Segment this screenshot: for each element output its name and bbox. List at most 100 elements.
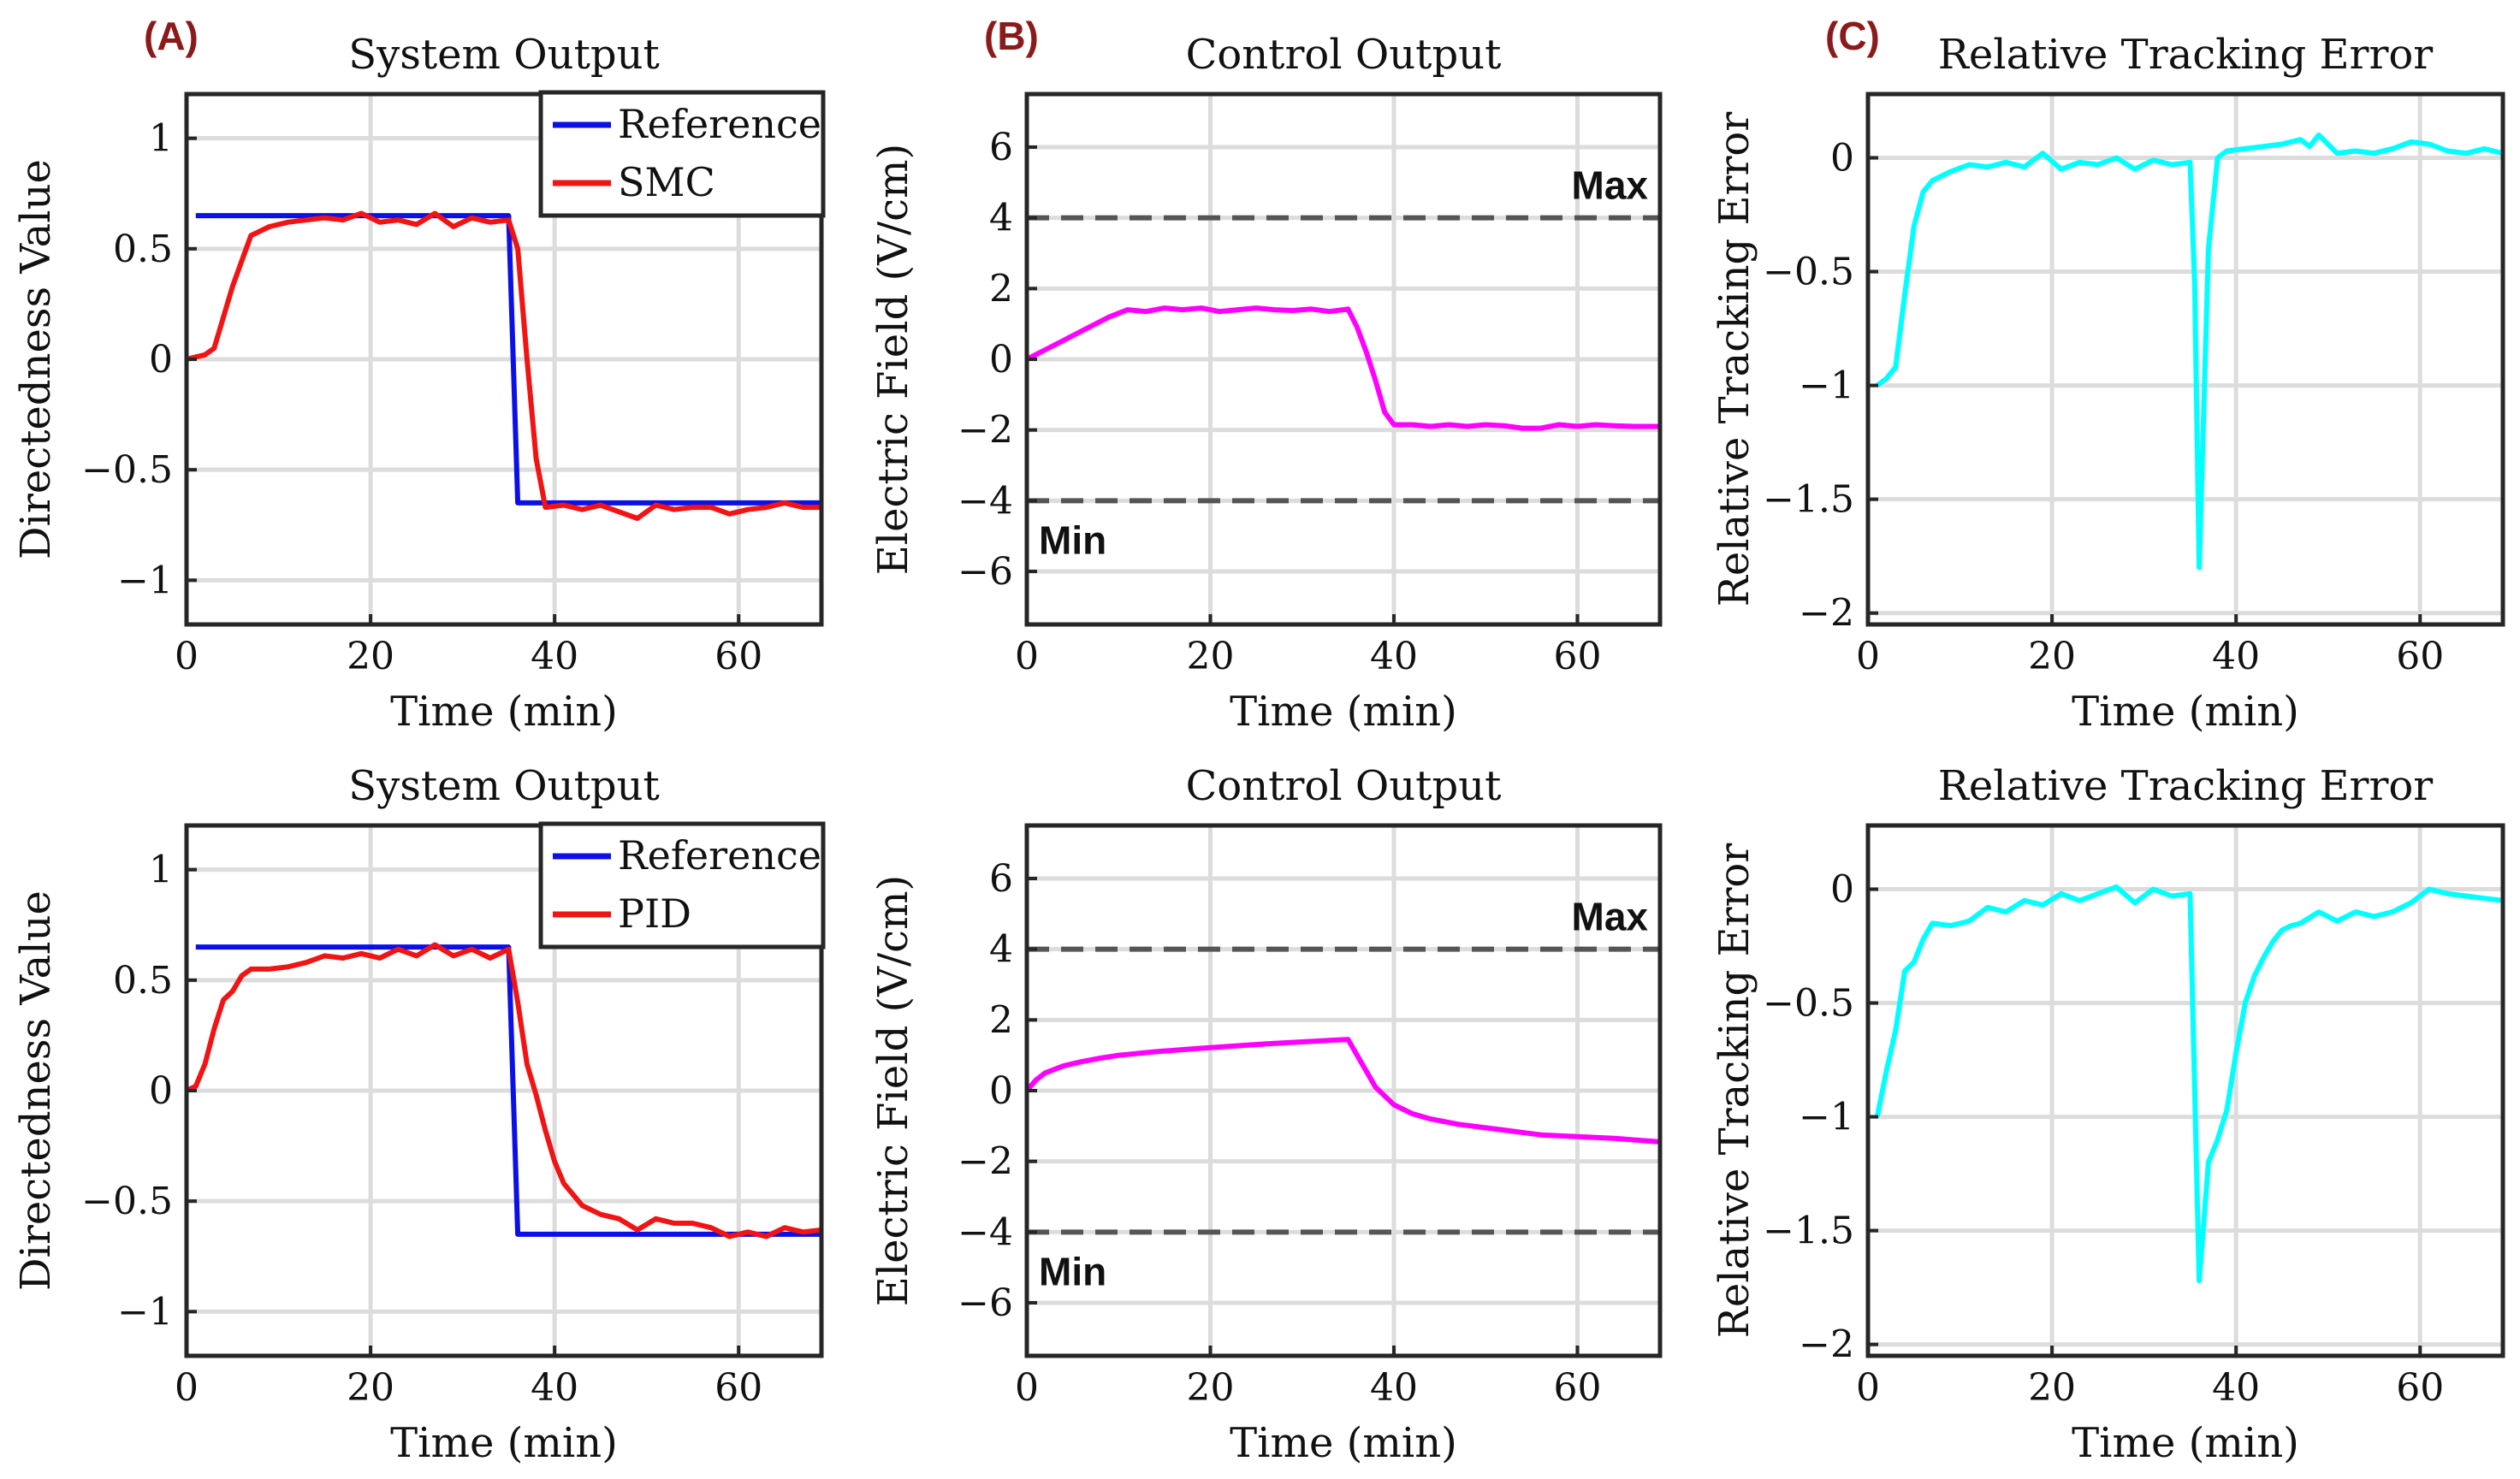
x-tick-label: 40 [531,1366,578,1410]
plot-area [1868,94,2503,624]
panel-label: (C) [1825,14,1880,58]
max-label: Max [1572,895,1649,939]
x-tick-label: 0 [175,1366,199,1410]
y-tick-label: 2 [989,267,1013,311]
x-tick-label: 60 [1553,1366,1601,1410]
x-tick-label: 20 [2028,1366,2076,1410]
chart-title: Relative Tracking Error [1938,31,2434,79]
series-line-pid [187,942,821,1239]
y-tick-label: 0 [989,1069,1013,1113]
y-tick-label: −0.5 [81,1180,173,1223]
y-tick-label: −0.5 [1763,982,1854,1026]
x-tick-label: 20 [347,635,394,678]
legend: Reference SMC [538,90,826,218]
y-tick-label: 0.5 [113,228,173,271]
x-tick-label: 60 [714,635,762,678]
y-tick-label: 6 [989,857,1013,901]
y-tick-label: 6 [989,126,1013,169]
min-label: Min [1039,1249,1106,1293]
y-tick-label: −6 [958,550,1013,594]
y-tick-label: −1.5 [1763,478,1854,522]
y-tick-label: 0 [149,1069,173,1113]
chart-title: System Output [348,31,660,79]
chart-C-bottom: 0 20 40 60 0 −0.5 −1 −1.5 −2 Relative Tracking Er… [1711,762,2505,1467]
x-axis-label: Time (min) [390,1419,618,1467]
x-axis-label: Time (min) [1230,688,1457,736]
y-tick-label: −1.5 [1763,1210,1854,1253]
y-tick-label: −4 [958,1210,1013,1254]
y-axis-label: Directedness Value [12,890,60,1291]
x-tick-label: 0 [1015,635,1039,678]
max-label: Max [1572,163,1649,208]
x-tick-label: 40 [1370,1366,1418,1410]
y-tick-label: 2 [989,998,1013,1042]
chart-title: Control Output [1186,31,1502,79]
y-axis-label: Electric Field (V/cm) [869,144,917,576]
legend-entry: SMC [618,159,715,205]
y-tick-label: −2 [1799,1323,1854,1367]
x-tick-label: 20 [1186,1366,1234,1410]
series-line-control [1027,1037,1660,1145]
chart-A-bottom: 0 20 40 60 1 0.5 0 −0.5 −1 System Output Time (min… [12,762,826,1467]
y-tick-label: 1 [149,849,173,892]
min-label: Min [1039,518,1106,562]
y-tick-label: −6 [958,1281,1013,1325]
legend-box [538,90,826,218]
y-tick-label: −1 [117,559,173,602]
axes-frame [1865,823,2505,1358]
y-tick-label: −4 [958,479,1013,523]
y-tick-label: −0.5 [81,448,173,492]
y-tick-label: 4 [989,928,1013,972]
y-tick-label: 0 [1830,137,1854,180]
x-tick-label: 20 [1186,635,1234,678]
chart-title: Control Output [1186,762,1502,810]
x-tick-label: 0 [175,635,199,678]
y-tick-label: 0.5 [113,959,173,1003]
y-tick-label: 1 [149,117,173,161]
chart-A-top: 0 20 40 60 1 0.5 0 −0.5 −1 System Output (A) Time (… [12,14,826,736]
x-tick-label: 60 [2396,1366,2444,1410]
legend-entry: PID [618,890,691,937]
x-axis-label: Time (min) [390,688,618,736]
chart-title: Relative Tracking Error [1938,762,2434,810]
chart-C-top: 0 20 40 60 0 −0.5 −1 −1.5 −2 Relative Tracking Er… [1711,14,2505,736]
plot-area [1868,825,2503,1356]
x-tick-label: 0 [1856,635,1880,678]
y-axis-label: Directedness Value [12,159,60,559]
x-tick-label: 40 [2212,635,2260,678]
x-tick-label: 60 [2396,635,2444,678]
axes-frame [1865,92,2505,627]
series-line-error [1876,132,2503,571]
x-axis-label: Time (min) [1230,1419,1457,1467]
x-tick-label: 40 [2212,1366,2260,1410]
x-tick-label: 20 [2028,635,2076,678]
y-tick-label: −2 [958,1140,1013,1184]
y-tick-label: 4 [989,197,1013,240]
y-tick-label: 0 [149,338,173,382]
x-tick-label: 60 [714,1366,762,1410]
y-axis-label: Relative Tracking Error [1711,112,1758,607]
x-tick-label: 20 [347,1366,394,1410]
y-tick-label: 0 [1830,868,1854,912]
series-line-control [1027,305,1660,431]
y-axis-label: Electric Field (V/cm) [869,875,917,1307]
series-line-error [1874,884,2503,1284]
panel-label: (A) [144,14,199,58]
x-tick-label: 40 [1370,635,1418,678]
y-tick-label: −0.5 [1763,251,1854,294]
x-tick-label: 0 [1015,1366,1039,1410]
x-tick-label: 0 [1856,1366,1880,1410]
panel-label: (B) [984,14,1039,58]
y-tick-label: −2 [1799,592,1854,636]
legend-entry: Reference [618,832,821,879]
x-axis-label: Time (min) [2072,1419,2299,1467]
x-axis-label: Time (min) [2072,688,2299,736]
y-tick-label: −1 [117,1290,173,1334]
series-line-reference [195,944,821,1237]
legend-entry: Reference [618,101,821,147]
series-line-smc [187,210,821,521]
chart-title: System Output [348,762,660,810]
